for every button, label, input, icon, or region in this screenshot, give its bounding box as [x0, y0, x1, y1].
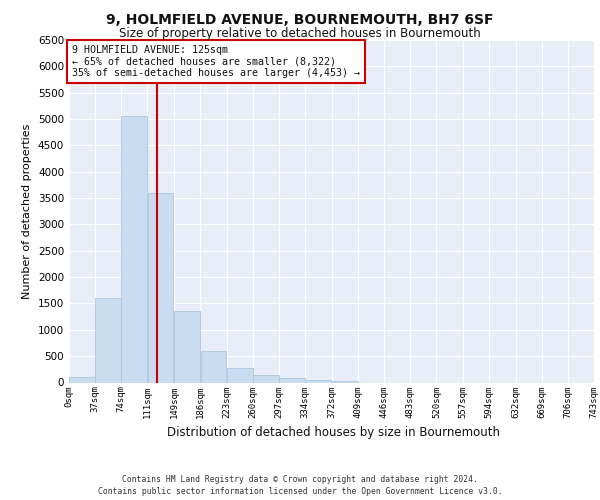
- Bar: [332, 381, 358, 382]
- Bar: [95, 298, 121, 382]
- Text: 9, HOLMFIELD AVENUE, BOURNEMOUTH, BH7 6SF: 9, HOLMFIELD AVENUE, BOURNEMOUTH, BH7 6S…: [106, 12, 494, 26]
- Bar: [253, 374, 278, 382]
- Bar: [121, 116, 147, 382]
- Bar: [69, 377, 95, 382]
- Bar: [305, 380, 331, 382]
- Bar: [175, 312, 200, 382]
- Text: 9 HOLMFIELD AVENUE: 125sqm
← 65% of detached houses are smaller (8,322)
35% of s: 9 HOLMFIELD AVENUE: 125sqm ← 65% of deta…: [71, 45, 359, 78]
- Y-axis label: Number of detached properties: Number of detached properties: [22, 124, 32, 299]
- Bar: [200, 351, 226, 382]
- Bar: [148, 193, 173, 382]
- Text: Contains HM Land Registry data © Crown copyright and database right 2024.
Contai: Contains HM Land Registry data © Crown c…: [98, 474, 502, 496]
- Text: Size of property relative to detached houses in Bournemouth: Size of property relative to detached ho…: [119, 28, 481, 40]
- Text: Distribution of detached houses by size in Bournemouth: Distribution of detached houses by size …: [167, 426, 500, 439]
- Bar: [279, 378, 305, 382]
- Bar: [227, 368, 253, 382]
